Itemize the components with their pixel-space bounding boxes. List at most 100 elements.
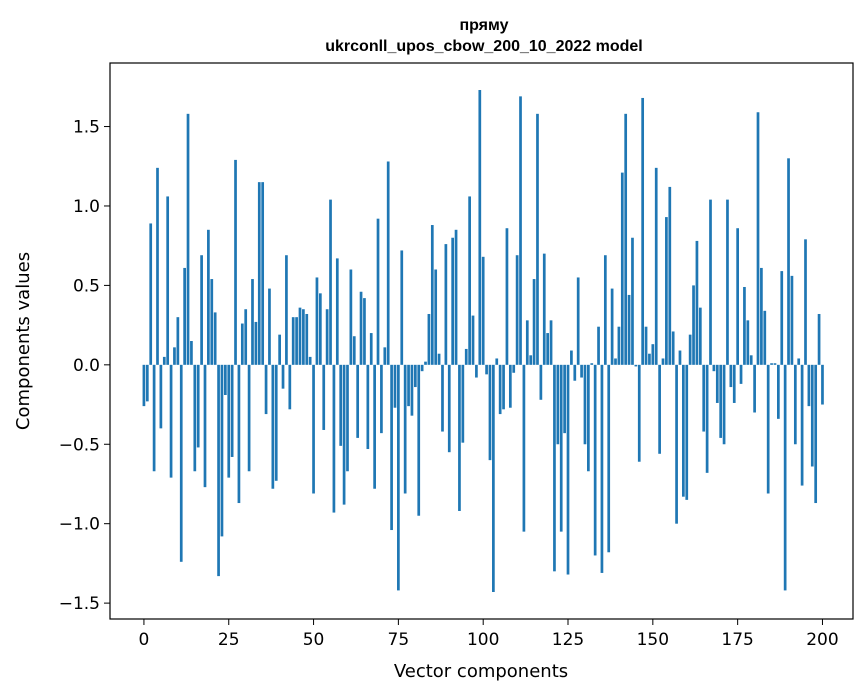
bar-20 [210, 279, 214, 365]
bar-65 [363, 298, 366, 365]
bar-70 [380, 364, 383, 434]
bar-12 [183, 267, 186, 365]
bar-88 [441, 364, 444, 432]
bar-113 [525, 320, 529, 365]
bar-132 [590, 363, 594, 365]
bar-68 [373, 364, 376, 489]
bar-157 [675, 364, 678, 524]
bar-24 [223, 364, 227, 396]
y-tick-label: −1.0 [59, 515, 100, 535]
bar-200 [821, 364, 824, 405]
bar-58 [339, 364, 343, 446]
bar-72 [386, 161, 390, 365]
bar-31 [247, 364, 251, 472]
bar-60 [346, 364, 349, 472]
bar-188 [780, 271, 784, 365]
bar-170 [719, 364, 723, 438]
x-tick-label: 0 [139, 630, 150, 650]
bar-78 [407, 364, 410, 407]
bar-114 [529, 355, 533, 365]
bar-193 [797, 358, 801, 365]
bar-124 [563, 364, 566, 434]
bar-141 [620, 172, 624, 365]
bar-108 [508, 364, 512, 408]
bar-163 [695, 240, 699, 365]
x-tick-label: 75 [388, 630, 410, 650]
x-axis-ticks: 0 25 50 75 100 125 150 175 200 [139, 619, 839, 650]
y-axis-ticks: −1.5 −1.0 −0.5 0.0 0.5 1.0 1.5 [59, 118, 110, 614]
bar-174 [732, 364, 736, 403]
bar-67 [369, 333, 373, 365]
bar-15 [193, 364, 197, 472]
bar-199 [817, 313, 821, 365]
bar-118 [542, 253, 546, 365]
x-tick-label: 25 [218, 630, 240, 650]
bar-134 [597, 326, 600, 365]
bar-167 [709, 199, 712, 365]
bar-173 [729, 364, 733, 388]
bar-175 [736, 228, 739, 365]
bar-138 [610, 288, 614, 365]
bar-135 [600, 364, 604, 573]
bar-45 [295, 317, 298, 365]
bar-191 [790, 275, 794, 365]
bar-7 [166, 196, 170, 365]
bar-115 [532, 279, 536, 365]
bar-101 [485, 364, 488, 375]
bar-127 [573, 364, 577, 381]
bar-98 [475, 364, 478, 378]
bar-106 [502, 364, 505, 410]
bar-40 [278, 334, 281, 365]
bar-46 [298, 307, 302, 365]
bar-6 [162, 356, 166, 365]
bar-37 [268, 288, 271, 365]
bar-80 [413, 364, 417, 388]
bar-100 [481, 256, 485, 365]
bars-layer [142, 90, 824, 592]
bar-69 [376, 218, 380, 365]
x-tick-label: 50 [303, 630, 325, 650]
bar-109 [512, 364, 516, 373]
bar-13 [186, 113, 190, 365]
bar-195 [804, 239, 807, 365]
bar-44 [291, 317, 295, 365]
bar-51 [315, 277, 319, 365]
bar-23 [220, 364, 224, 537]
bar-160 [685, 364, 689, 500]
bar-171 [722, 364, 726, 445]
bar-11 [179, 364, 183, 562]
bar-112 [522, 364, 526, 532]
bar-172 [726, 199, 729, 365]
y-tick-label: 0.5 [73, 276, 100, 296]
plot-area-frame [109, 62, 854, 620]
bar-131 [587, 364, 590, 472]
bar-92 [454, 229, 458, 365]
bar-41 [281, 364, 285, 389]
bar-25 [227, 364, 231, 478]
bar-192 [793, 364, 797, 445]
bar-9 [173, 347, 176, 365]
x-tick-label: 125 [552, 630, 584, 650]
bar-180 [753, 364, 756, 413]
bar-86 [434, 269, 438, 365]
bar-102 [488, 364, 492, 461]
chart-subtitle: ukrconll_upos_cbow_200_10_2022 model [325, 38, 642, 55]
bar-91 [451, 237, 455, 365]
bar-54 [325, 309, 329, 365]
bar-151 [654, 167, 658, 365]
bar-122 [556, 364, 560, 445]
bar-28 [237, 364, 241, 504]
bar-10 [176, 317, 180, 365]
bar-183 [763, 310, 767, 365]
bar-181 [756, 112, 760, 365]
bar-82 [420, 364, 424, 372]
bar-89 [444, 244, 448, 365]
bar-61 [349, 269, 353, 365]
bar-63 [356, 364, 360, 438]
bar-84 [427, 313, 431, 365]
bar-176 [739, 364, 743, 384]
bar-149 [648, 353, 651, 365]
bar-90 [447, 364, 451, 453]
bar-77 [403, 364, 407, 494]
